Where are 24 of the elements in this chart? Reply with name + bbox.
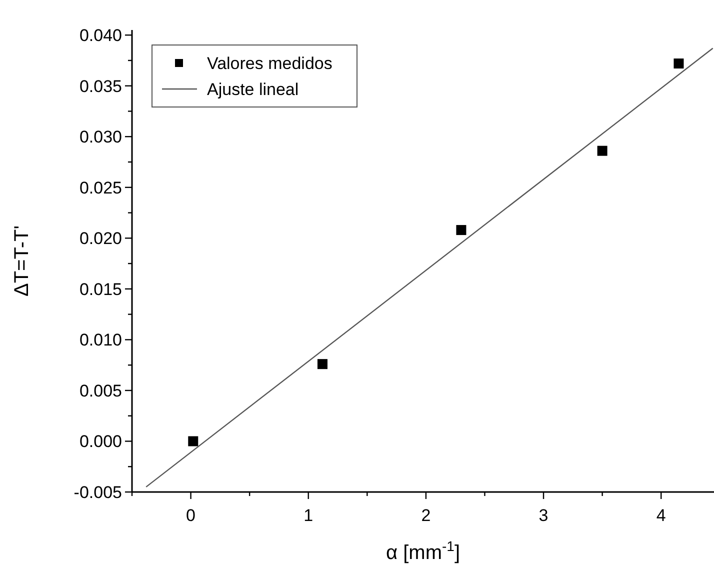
point (317, 359, 328, 370)
point (674, 58, 684, 69)
legend-label: Ajuste lineal (207, 80, 299, 99)
legend-label: Valores medidos (207, 54, 332, 73)
y-tick-label: 0.035 (79, 76, 122, 96)
y-tick-label: 0.020 (79, 229, 122, 248)
y-tick-label: -0.005 (74, 483, 122, 502)
x-tick-label: 1 (304, 506, 314, 525)
x-tick-label: 3 (538, 506, 548, 525)
point (188, 436, 198, 446)
x-tick-label: 4 (656, 506, 666, 525)
y-tick-label: 0.025 (79, 178, 122, 198)
x-axis-title: α [mm$^{-1}$] (386, 538, 460, 564)
y-tick-label: 0.030 (79, 128, 122, 147)
x-tick-label: 2 (421, 506, 431, 525)
x-tick-label: 0 (186, 506, 196, 525)
y-tick-label: 0.040 (79, 26, 122, 46)
point (597, 146, 608, 156)
y-axis-title: ΔT=T-T' (11, 225, 33, 297)
y-tick-label: 0.005 (79, 381, 122, 400)
point (456, 225, 466, 236)
y-tick-label: 0.015 (79, 280, 122, 299)
y-tick-label: 0.000 (79, 432, 122, 452)
y-tick-label: 0.010 (79, 330, 122, 350)
